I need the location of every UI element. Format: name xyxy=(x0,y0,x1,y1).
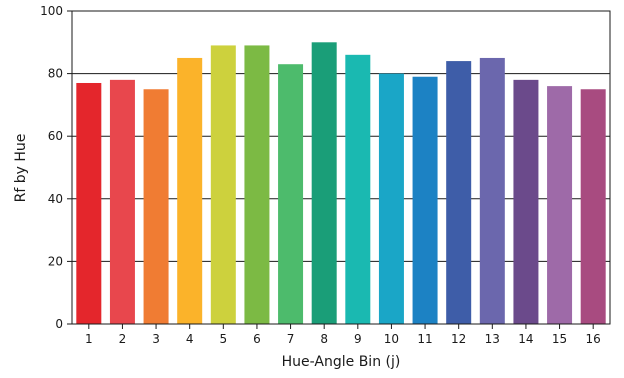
y-tick-label: 0 xyxy=(55,317,63,331)
axes xyxy=(67,10,611,329)
x-tick-label: 1 xyxy=(85,332,93,346)
bar xyxy=(311,42,337,325)
bar xyxy=(210,45,236,325)
bar xyxy=(513,79,539,324)
y-tick-label: 20 xyxy=(48,254,63,268)
bars xyxy=(76,42,606,325)
x-tick-label: 4 xyxy=(186,332,194,346)
bar xyxy=(580,89,606,324)
plot-frame xyxy=(71,10,611,325)
y-tick-label: 100 xyxy=(40,4,63,18)
bar xyxy=(177,57,203,324)
x-tick-label: 13 xyxy=(485,332,500,346)
bar xyxy=(143,89,169,324)
x-tick-label: 8 xyxy=(320,332,328,346)
y-axis-title: Rf by Hue xyxy=(13,134,29,203)
bar xyxy=(378,73,404,324)
x-tick-label: 10 xyxy=(384,332,399,346)
bar xyxy=(479,57,505,324)
x-tick-label: 3 xyxy=(152,332,160,346)
x-axis-title: Hue-Angle Bin (j) xyxy=(282,354,401,370)
x-tick-label: 2 xyxy=(119,332,127,346)
y-tick-label: 40 xyxy=(48,192,63,206)
x-tick-label: 11 xyxy=(417,332,432,346)
x-tick-label: 12 xyxy=(451,332,466,346)
bar xyxy=(76,82,102,325)
x-tick-label: 6 xyxy=(253,332,261,346)
bar xyxy=(412,76,438,324)
bar xyxy=(244,45,270,325)
bar xyxy=(109,79,135,324)
y-tick-label: 80 xyxy=(48,67,63,81)
y-tick-label: 60 xyxy=(48,129,63,143)
x-tick-label: 15 xyxy=(552,332,567,346)
x-tick-label: 16 xyxy=(586,332,601,346)
bar xyxy=(278,64,304,325)
bar xyxy=(446,61,472,325)
bar xyxy=(547,86,573,325)
bar xyxy=(345,54,371,324)
x-tick-label: 14 xyxy=(518,332,533,346)
x-tick-label: 5 xyxy=(219,332,227,346)
x-tick-label: 9 xyxy=(354,332,362,346)
x-tick-label: 7 xyxy=(287,332,295,346)
